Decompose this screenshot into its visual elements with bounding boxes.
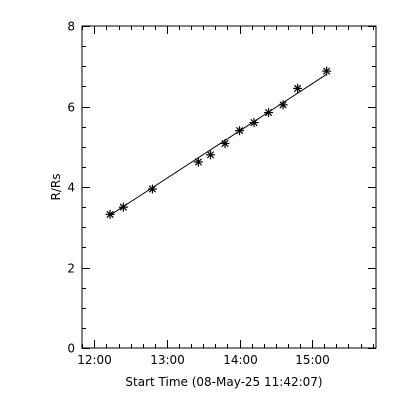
y-tick-label: 8 [67, 20, 75, 34]
data-point [205, 150, 215, 160]
x-tick-label: 14:00 [223, 353, 258, 367]
data-point [105, 209, 115, 219]
x-tick-label: 15:00 [295, 353, 330, 367]
fit-line [109, 73, 327, 216]
data-point [235, 126, 245, 136]
y-tick-label: 4 [67, 181, 75, 195]
data-point [264, 108, 274, 118]
y-tick-label: 6 [67, 101, 75, 115]
y-tick-label: 2 [67, 262, 75, 276]
data-point [193, 157, 203, 167]
x-tick-label: 12:00 [77, 353, 112, 367]
y-axis-title: R/Rs [49, 174, 63, 201]
data-point [118, 202, 128, 212]
data-point [220, 139, 230, 149]
plot-frame [81, 25, 377, 349]
data-point [322, 66, 332, 76]
data-point [278, 100, 288, 110]
data-point [147, 184, 157, 194]
y-tick-label: 0 [67, 342, 75, 356]
x-axis-title: Start Time (08-May-25 11:42:07) [125, 375, 322, 389]
data-point [293, 83, 303, 93]
data-point [249, 118, 259, 128]
x-tick-label: 13:00 [150, 353, 185, 367]
